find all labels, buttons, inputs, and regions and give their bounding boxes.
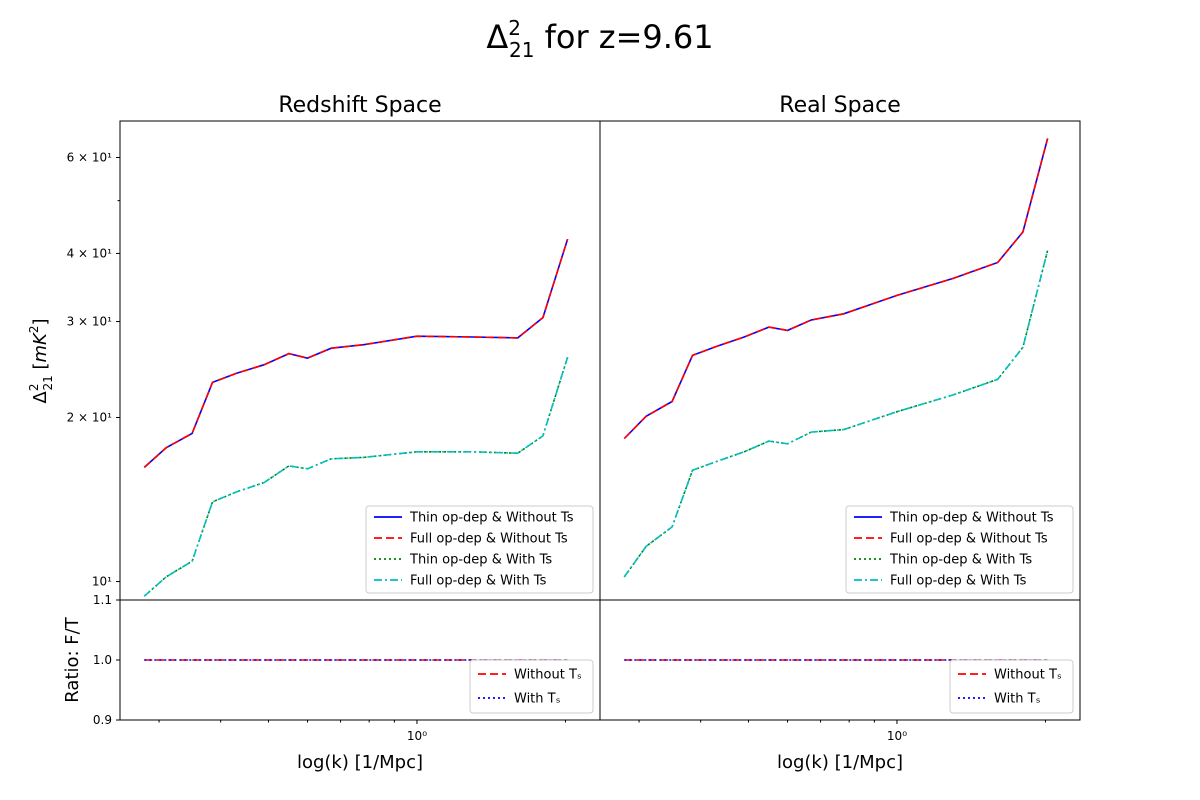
- ratio-legend-box: [469, 659, 594, 714]
- series-line-3: [143, 356, 569, 597]
- y-tick-label: 2 × 10¹: [67, 410, 113, 424]
- ratio-legend-label: Without Tₛ: [994, 668, 1062, 683]
- legend-label: Thin op-dep & Without Ts: [889, 511, 1054, 526]
- ratio-y-tick-label: 0.9: [93, 713, 112, 727]
- legend-label: Full op-dep & With Ts: [890, 574, 1027, 589]
- x-tick-label: 10⁰: [407, 729, 427, 743]
- y-axis-label-main: Δ221 [mK2]: [27, 318, 55, 403]
- y-tick-label: 10¹: [92, 575, 112, 589]
- x-axis-label-left: log(k) [1/Mpc]: [297, 752, 423, 773]
- panel-title-left: Redshift Space: [278, 93, 441, 118]
- figure-title: Δ2 21 for z=9.61: [486, 16, 713, 62]
- series-line-1: [143, 238, 569, 468]
- x-axis-label-right: log(k) [1/Mpc]: [777, 752, 903, 773]
- y-axis-label-ratio: Ratio: F/T: [62, 616, 83, 702]
- ratio-legend-label: Without Tₛ: [514, 668, 582, 683]
- legend-box: [845, 505, 1074, 594]
- ratio-y-tick-label: 1.0: [93, 653, 112, 667]
- legend-label: Thin op-dep & With Ts: [889, 553, 1032, 568]
- legend-label: Thin op-dep & Without Ts: [409, 511, 574, 526]
- svg-text:Δ221 [mK2]: Δ221 [mK2]: [27, 318, 55, 403]
- series-line-1: [623, 138, 1049, 440]
- ratio-legend-label: With Tₛ: [994, 692, 1041, 707]
- x-tick-label: 10⁰: [887, 729, 907, 743]
- ratio-legend-label: With Tₛ: [514, 692, 561, 707]
- y-tick-label: 6 × 10¹: [67, 150, 113, 164]
- svg-text:Δ221 for z=9.61: Δ2 21 for z=9.61: [486, 16, 713, 62]
- ratio-plot-frame-1: [599, 599, 1081, 721]
- panel-title-right: Real Space: [779, 93, 900, 118]
- legend-label: Full op-dep & Without Ts: [890, 532, 1048, 547]
- ratio-y-tick-label: 1.1: [93, 593, 112, 607]
- y-tick-label: 4 × 10¹: [67, 246, 113, 260]
- ratio-legend-box: [949, 659, 1074, 714]
- series-line-0: [623, 138, 1049, 440]
- y-tick-label: 3 × 10¹: [67, 315, 113, 329]
- legend-label: Full op-dep & With Ts: [410, 574, 547, 589]
- series-line-3: [623, 250, 1049, 578]
- legend-label: Thin op-dep & With Ts: [409, 553, 552, 568]
- legend-label: Full op-dep & Without Ts: [410, 532, 568, 547]
- legend-box: [365, 505, 594, 594]
- series-line-0: [143, 238, 569, 468]
